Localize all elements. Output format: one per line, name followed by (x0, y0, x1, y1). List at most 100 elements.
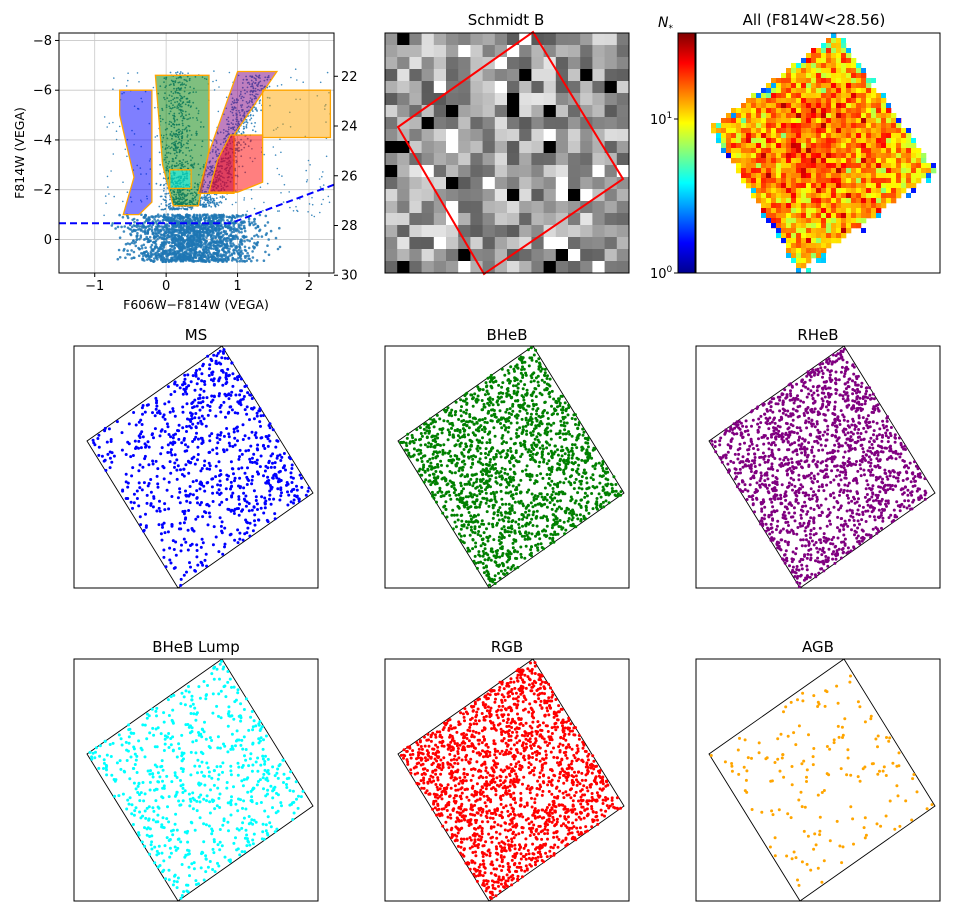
density-cell (876, 178, 882, 184)
schmidt-cell (592, 45, 605, 58)
density-cell (856, 83, 862, 89)
schmidt-cell (397, 45, 410, 58)
density-cell (896, 118, 901, 123)
density-cell (901, 148, 907, 154)
density-cell (801, 208, 807, 214)
density-cell (801, 123, 807, 129)
density-cell (856, 193, 862, 199)
schmidt-cell (604, 81, 618, 94)
density-cell (806, 63, 812, 69)
density-cell (736, 118, 742, 124)
density-cell (726, 143, 732, 149)
schmidt-cell (470, 225, 483, 238)
cmd-point (162, 214, 166, 217)
density-cell (776, 108, 782, 114)
schmidt-cell (494, 141, 508, 154)
density-cell (836, 43, 842, 49)
cmd-point (222, 242, 226, 246)
density-cell (761, 158, 767, 164)
schmidt-cell (555, 165, 569, 178)
density-cell (881, 158, 887, 164)
density-cell (821, 193, 827, 199)
density-cell (801, 83, 807, 89)
density-cell (886, 188, 892, 194)
cmd-point (217, 249, 221, 252)
density-cell (806, 103, 812, 109)
density-cell (826, 83, 832, 89)
density-cell (776, 103, 782, 109)
density-cell (801, 78, 807, 84)
schmidt-cell (446, 57, 459, 70)
cmd-point (226, 226, 230, 230)
density-cell (896, 138, 902, 144)
cmd-point (210, 214, 213, 218)
cmd-point (160, 208, 163, 211)
density-cell (806, 133, 812, 139)
cmd-point (255, 243, 259, 247)
cmd-point (188, 206, 191, 209)
density-cell (861, 198, 867, 204)
density-cell (746, 143, 752, 149)
cmd-point (136, 234, 139, 237)
schmidt-cell (385, 57, 398, 70)
cmd-point (311, 203, 314, 206)
density-cell (746, 133, 752, 139)
density-cell (786, 93, 792, 99)
cmd-point (207, 260, 211, 263)
density-cell (771, 88, 777, 94)
density-cell (816, 253, 822, 259)
density-cell (811, 108, 817, 114)
density-cell (866, 78, 871, 83)
density-cell (806, 268, 811, 273)
cmd-point (156, 213, 160, 216)
density-cell (851, 113, 857, 119)
schmidt-cell (494, 201, 508, 214)
schmidt-cell (470, 177, 483, 190)
density-cell (806, 253, 812, 259)
density-cell (731, 158, 737, 164)
density-cell (726, 113, 732, 119)
schmidt-cell (494, 213, 508, 226)
cmd-point (147, 228, 151, 231)
density-cell (881, 113, 887, 119)
cmd-point (154, 136, 157, 138)
schmidt-cell (385, 141, 398, 154)
schmidt-cell (531, 69, 544, 82)
cmd-point (213, 203, 216, 206)
density-cell (836, 48, 842, 54)
density-cell (761, 163, 767, 169)
cmd-region-agb (261, 89, 332, 139)
cmd-point (177, 252, 180, 255)
density-cell (841, 213, 847, 219)
density-cell (836, 228, 842, 234)
density-cell (746, 123, 752, 129)
density-cell (791, 133, 797, 139)
schmidt-cell (616, 93, 630, 106)
schmidt-cell (568, 261, 581, 274)
cmd-point (192, 235, 195, 239)
cmd-point (138, 237, 141, 241)
density-cell (821, 163, 827, 169)
cmd-point (228, 71, 231, 74)
schmidt-cell (494, 93, 508, 106)
cmd-point (122, 230, 126, 233)
density-cell (821, 248, 827, 254)
cmd-point (153, 237, 156, 240)
schmidt-cell (385, 153, 398, 166)
density-cell (731, 133, 737, 139)
cmd-point (197, 230, 200, 233)
density-cell (736, 108, 742, 114)
cmd-point (252, 129, 254, 132)
cmd-point (307, 211, 309, 213)
schmidt-cell (409, 45, 422, 58)
density-cell (906, 173, 912, 179)
cmd-point (224, 239, 228, 243)
density-cell (721, 128, 727, 134)
cmd-point (142, 224, 145, 228)
cmd-point (240, 239, 244, 242)
density-cell (826, 128, 832, 134)
density-cell (811, 243, 817, 249)
density-cell (821, 228, 827, 234)
density-cell (796, 188, 802, 194)
density-cell (816, 258, 821, 263)
